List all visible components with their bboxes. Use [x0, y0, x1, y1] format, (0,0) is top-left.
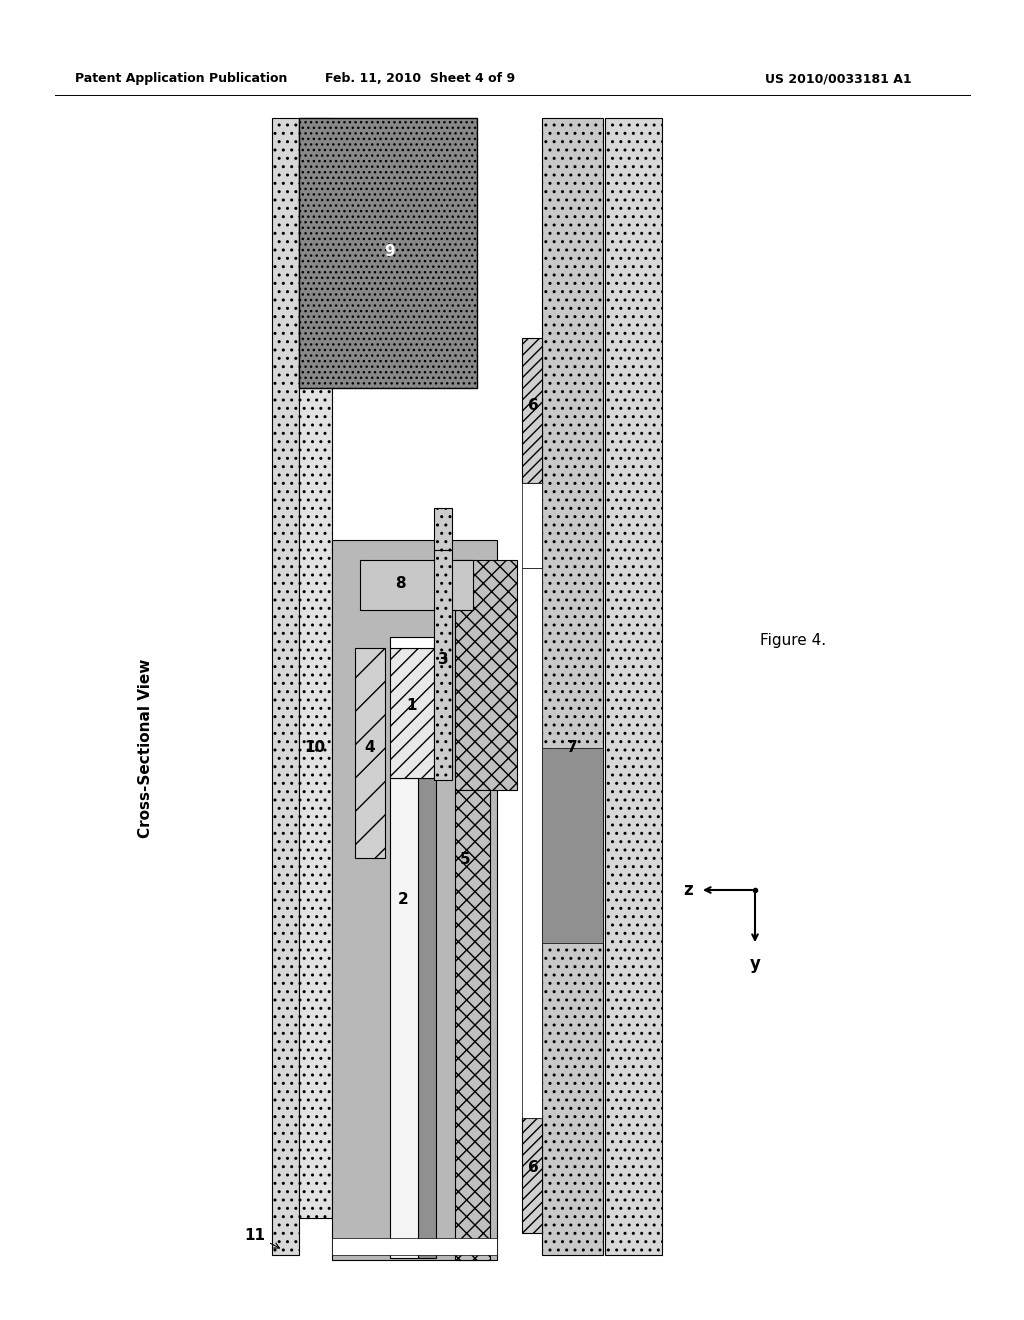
Text: Figure 4.: Figure 4. [760, 632, 826, 648]
Bar [522, 568, 542, 1118]
Bar [390, 648, 434, 777]
Text: z: z [683, 880, 693, 899]
Bar [522, 338, 542, 483]
Bar [455, 560, 517, 789]
Text: 6: 6 [527, 1160, 539, 1176]
Bar [542, 748, 603, 942]
Text: 3: 3 [437, 652, 449, 668]
Text: 5: 5 [460, 853, 470, 867]
Bar [418, 777, 436, 1258]
Bar [299, 117, 477, 388]
Bar [390, 638, 434, 648]
Text: y: y [750, 954, 761, 973]
Bar [332, 540, 497, 1261]
Bar [272, 117, 299, 1255]
Bar [455, 789, 490, 1261]
Bar [299, 117, 332, 1218]
Text: 1: 1 [407, 698, 417, 714]
Text: US 2010/0033181 A1: US 2010/0033181 A1 [765, 73, 911, 84]
Bar [332, 1238, 497, 1255]
Text: 11: 11 [245, 1228, 265, 1242]
Bar [542, 117, 603, 1255]
Bar [360, 560, 473, 610]
Text: Feb. 11, 2010  Sheet 4 of 9: Feb. 11, 2010 Sheet 4 of 9 [325, 73, 515, 84]
Text: 6: 6 [527, 397, 539, 412]
Text: Patent Application Publication: Patent Application Publication [75, 73, 288, 84]
Text: 9: 9 [385, 244, 395, 260]
Text: 4: 4 [365, 741, 376, 755]
Bar [355, 648, 385, 858]
Bar [390, 777, 418, 1258]
Bar [434, 550, 452, 780]
Text: 10: 10 [304, 741, 326, 755]
Bar [522, 483, 542, 568]
Text: 2: 2 [397, 892, 409, 908]
Text: 8: 8 [394, 577, 406, 591]
Bar [434, 508, 452, 550]
Text: 7: 7 [566, 741, 578, 755]
Bar [522, 1118, 542, 1233]
Bar [605, 117, 662, 1255]
Text: Cross-Sectional View: Cross-Sectional View [137, 659, 153, 838]
